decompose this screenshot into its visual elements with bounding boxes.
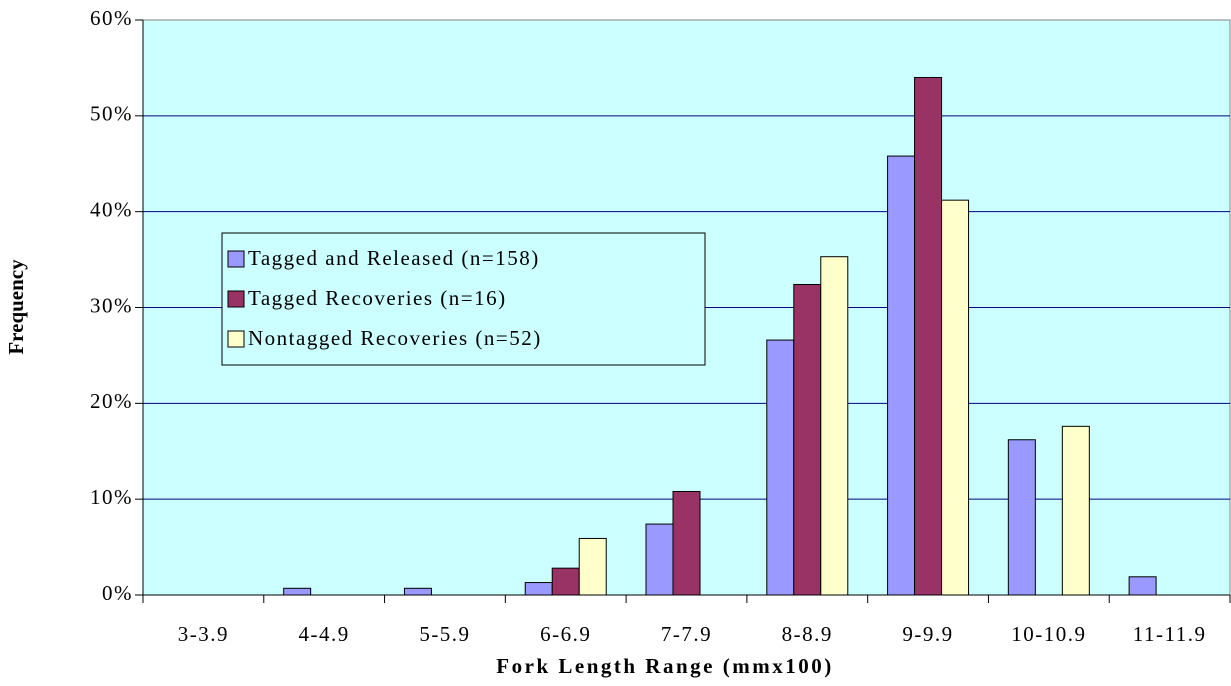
bar [578, 537, 607, 596]
bar [1007, 439, 1036, 596]
bar [283, 587, 312, 596]
x-tick-label: 7-7.9 [661, 622, 712, 646]
bar [914, 77, 943, 596]
bar [403, 587, 432, 596]
bar [941, 199, 970, 596]
bar [887, 155, 916, 596]
legend-box [221, 232, 706, 366]
legend-swatch [227, 290, 245, 308]
legend-label: Tagged Recoveries (n=16) [248, 286, 507, 310]
legend-swatch [227, 250, 245, 268]
y-tick-label: 50% [90, 102, 133, 126]
x-tick-label: 6-6.9 [540, 622, 591, 646]
x-axis-label: Fork Length Range (mmx100) [496, 654, 833, 678]
x-tick-label: 11-11.9 [1133, 622, 1207, 646]
bar [551, 567, 580, 596]
legend-swatch [227, 330, 245, 348]
x-tick-label: 4-4.9 [299, 622, 350, 646]
legend-label: Nontagged Recoveries (n=52) [248, 326, 542, 350]
y-tick-label: 0% [102, 581, 133, 605]
bar [1061, 425, 1090, 596]
x-tick-label: 9-9.9 [902, 622, 953, 646]
y-tick-label: 40% [90, 197, 133, 221]
legend-label: Tagged and Released (n=158) [248, 246, 540, 270]
bar [766, 339, 795, 596]
bar [1128, 576, 1157, 596]
y-tick-label: 10% [90, 485, 133, 509]
y-tick-label: 30% [90, 293, 133, 317]
bar [793, 284, 822, 596]
bar [820, 256, 849, 596]
y-tick-label: 20% [90, 389, 133, 413]
bar [645, 523, 674, 596]
x-tick-label: 10-10.9 [1011, 622, 1086, 646]
x-tick-label: 3-3.9 [178, 622, 229, 646]
y-tick-label: 60% [90, 6, 133, 30]
bar [524, 582, 553, 596]
bar [672, 491, 701, 596]
y-axis-label: Frequency [4, 259, 28, 355]
x-tick-label: 5-5.9 [419, 622, 470, 646]
x-tick-label: 8-8.9 [782, 622, 833, 646]
